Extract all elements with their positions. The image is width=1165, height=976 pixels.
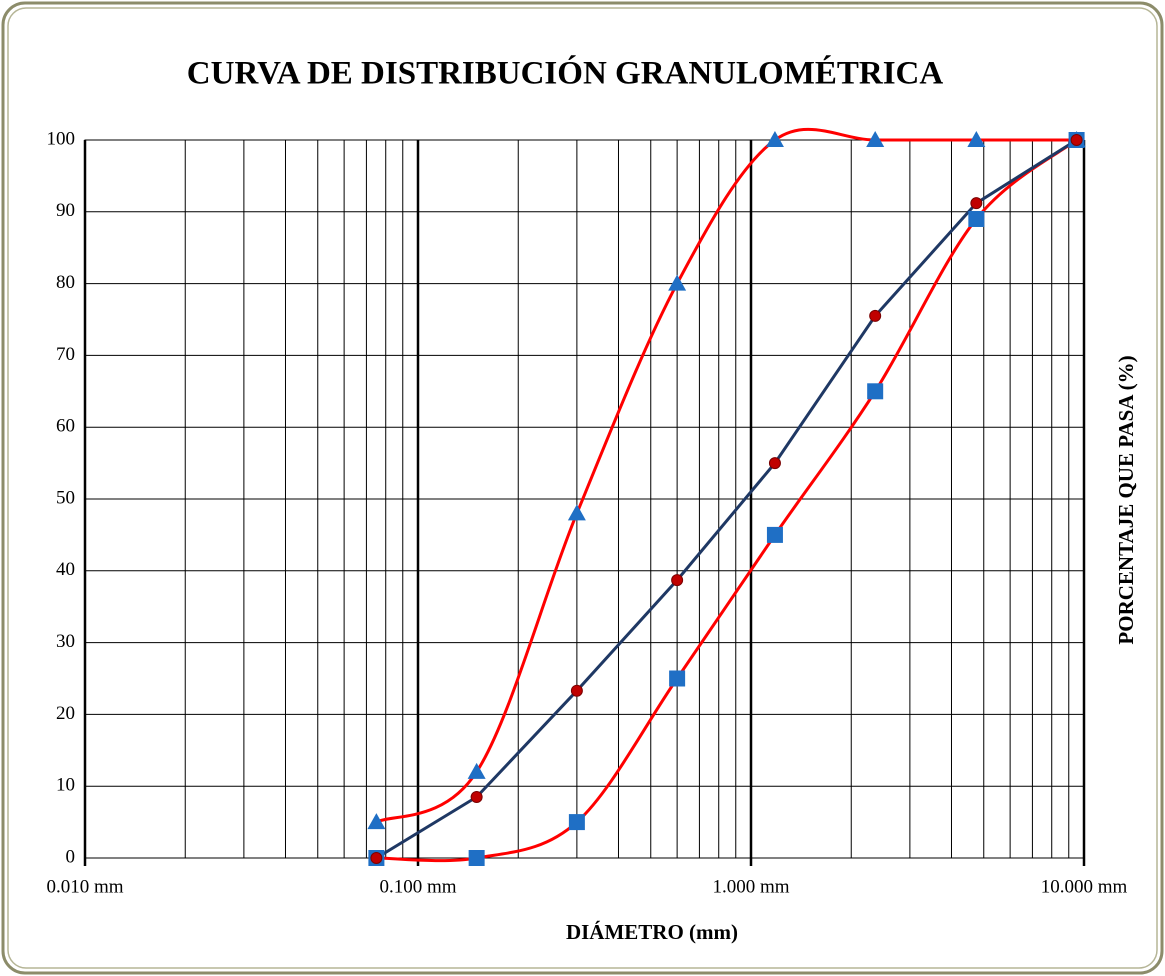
marker	[869, 309, 882, 322]
marker	[671, 574, 684, 587]
marker	[765, 131, 784, 147]
marker	[766, 526, 783, 543]
marker	[470, 790, 483, 803]
marker	[570, 684, 583, 697]
marker	[367, 813, 386, 830]
y-tick-label: 20	[56, 703, 75, 724]
frame-inner	[7, 7, 1158, 969]
x-tick-label: 1.000 mm	[712, 876, 789, 897]
y-tick-label: 60	[56, 416, 75, 437]
marker	[467, 762, 486, 779]
y-tick-label: 40	[56, 559, 75, 580]
marker	[568, 814, 585, 831]
marker	[370, 852, 383, 864]
y-axis-label: PORCENTAJE QUE PASA (%)	[1114, 355, 1138, 644]
x-tick-label: 0.100 mm	[379, 876, 456, 897]
plot-border	[84, 139, 1085, 859]
marker	[1070, 134, 1083, 146]
marker	[468, 850, 485, 866]
y-tick-label: 0	[66, 846, 76, 867]
x-tick-label: 0.010 mm	[46, 876, 123, 897]
y-tick-label: 50	[56, 487, 75, 508]
marker	[867, 383, 884, 400]
series-line	[375, 127, 1077, 824]
y-tick-label: 70	[56, 344, 75, 365]
marker	[970, 197, 983, 210]
y-tick-label: 100	[47, 128, 76, 149]
series-line	[376, 138, 1078, 863]
x-tick-label: 10.000 mm	[1041, 876, 1128, 897]
marker	[668, 274, 687, 291]
marker	[567, 504, 586, 521]
y-tick-label: 10	[56, 775, 75, 796]
x-axis-label: DIÁMETRO (mm)	[566, 920, 738, 944]
y-tick-label: 80	[56, 272, 75, 293]
marker	[967, 131, 986, 147]
series-line	[375, 138, 1078, 860]
marker	[866, 131, 885, 147]
y-tick-label: 30	[56, 631, 75, 652]
marker	[669, 670, 686, 687]
chart-title: CURVA DE DISTRIBUCIÓN GRANULOMÉTRICA	[187, 54, 944, 92]
marker	[768, 457, 781, 470]
y-tick-label: 90	[56, 200, 75, 221]
marker	[968, 210, 985, 227]
